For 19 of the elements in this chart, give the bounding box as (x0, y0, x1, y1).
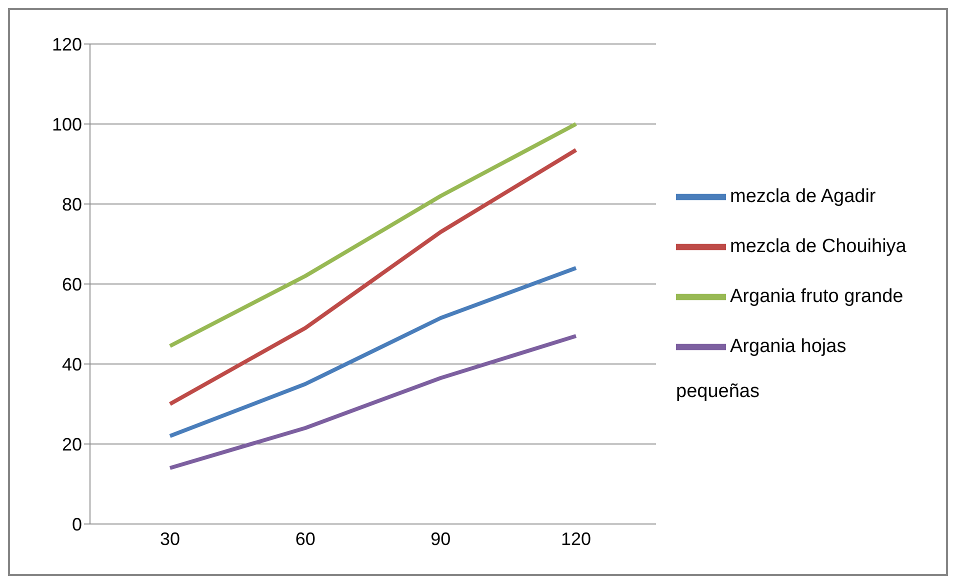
legend-label: mezcla de Chouihiya (730, 236, 906, 258)
x-tick-label: 90 (430, 528, 451, 549)
y-tick-label: 100 (52, 114, 82, 134)
y-tick-label: 40 (62, 354, 82, 374)
y-tick-label: 0 (72, 514, 82, 534)
line-series (168, 148, 578, 406)
y-tick-label: 120 (52, 34, 82, 54)
text: Argania hojas pequeñas (676, 336, 846, 402)
line-series (168, 122, 578, 348)
y-tick-label: 20 (62, 434, 82, 454)
x-tick-label: 30 (160, 528, 180, 549)
legend-label: mezcla de Agadir (730, 186, 876, 208)
y-tick-label: 60 (62, 274, 82, 294)
line-series (168, 334, 578, 470)
y-tick-label: 80 (62, 194, 82, 214)
x-tick-label: 60 (295, 528, 316, 549)
line-series (168, 266, 578, 438)
x-tick-label: 120 (560, 528, 592, 549)
legend-label: Argania fruto grande (730, 286, 904, 308)
